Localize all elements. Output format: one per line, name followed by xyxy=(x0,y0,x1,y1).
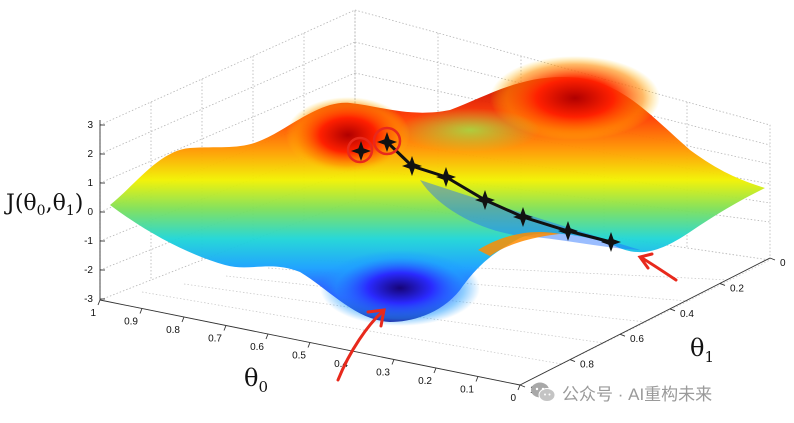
theta0-tick-label: 0.4 xyxy=(334,359,348,370)
descent-step-marker xyxy=(475,190,495,210)
theta0-tick-label: 1 xyxy=(90,308,96,319)
theta0-tick-label: 0.8 xyxy=(166,325,180,336)
descent-step-marker xyxy=(351,141,371,161)
z-tick-label: 1 xyxy=(87,178,93,189)
theta0-tick-mark xyxy=(139,308,143,314)
arrow-head-end xyxy=(637,252,654,270)
arrow-to-end xyxy=(640,256,678,282)
start-circle-2 xyxy=(372,126,402,156)
z-tick-label: -3 xyxy=(84,294,93,305)
green-plateau xyxy=(400,108,540,152)
theta1-tick-mark xyxy=(669,308,676,312)
theta1-tick-label: 0.8 xyxy=(580,360,594,371)
left-peak xyxy=(286,97,410,173)
theta0-tick-mark xyxy=(517,384,521,391)
annotation-arrows xyxy=(336,252,678,382)
descent-step-marker xyxy=(402,156,422,176)
theta0-axis-ticks: 1 0.9 0.8 0.7 0.6 0.5 0.4 0.3 0.2 0.1 0 xyxy=(90,299,521,404)
descent-steps xyxy=(351,132,621,252)
theta1-tick-mark xyxy=(569,359,576,363)
z-tick-label: 2 xyxy=(87,149,93,160)
cost-surface xyxy=(110,77,765,322)
z-axis-title: J(θ0,θ1) xyxy=(4,191,83,219)
theta0-tick-mark xyxy=(433,367,437,374)
z-tick-label: -2 xyxy=(84,265,93,276)
theta0-tick-label: 0.3 xyxy=(376,368,390,379)
descent-step-marker xyxy=(513,207,533,227)
theta0-tick-mark xyxy=(265,333,269,340)
theta1-tick-label: 0 xyxy=(780,258,786,269)
theta0-tick-mark xyxy=(391,359,395,365)
theta0-tick-label: 0 xyxy=(510,393,516,404)
theta0-tick-label: 0.5 xyxy=(292,351,306,362)
theta0-tick-label: 0.7 xyxy=(208,334,222,345)
theta1-axis-ticks: 00.20.40.60.81 xyxy=(519,257,786,396)
theta1-tick-mark xyxy=(619,333,626,337)
theta1-axis-title: θ1 xyxy=(690,334,714,366)
z-tick-label: 0 xyxy=(87,207,93,218)
theta1-tick-label: 0.2 xyxy=(730,283,744,294)
start-circle-1 xyxy=(346,136,374,164)
descent-step-marker xyxy=(436,167,456,187)
descent-step-marker xyxy=(601,232,621,252)
theta0-tick-label: 0.9 xyxy=(124,317,138,328)
theta1-tick-label: 0.4 xyxy=(680,309,694,320)
theta0-tick-mark xyxy=(307,342,311,348)
watermark-text: 公众号 · AI重构未来 xyxy=(562,384,713,404)
theta0-tick-label: 0.6 xyxy=(250,342,264,353)
theta0-tick-mark xyxy=(97,299,101,306)
wechat-icon xyxy=(531,382,556,402)
arrow-head-valley xyxy=(366,308,386,328)
theta0-tick-label: 0.1 xyxy=(460,385,474,396)
theta0-tick-mark xyxy=(223,325,227,331)
descent-step-marker xyxy=(377,132,397,152)
descent-step-marker xyxy=(558,221,578,241)
theta1-tick-label: 0.6 xyxy=(630,334,644,345)
watermark: 公众号 · AI重构未来 xyxy=(530,378,712,406)
z-tick-label: 3 xyxy=(87,120,93,131)
theta0-axis-title: θ0 xyxy=(244,364,268,396)
z-tick-label: -1 xyxy=(84,236,93,247)
theta0-tick-mark xyxy=(181,316,185,323)
theta1-tick-mark xyxy=(719,282,726,286)
arrow-to-valley xyxy=(336,310,384,382)
theta1-tick-mark xyxy=(519,384,526,388)
theta0-tick-label: 0.2 xyxy=(418,376,432,387)
right-peak xyxy=(490,56,660,140)
theta1-tick-mark xyxy=(769,257,776,261)
orange-ridge xyxy=(478,231,560,256)
valley-low xyxy=(320,250,480,326)
theta0-tick-mark xyxy=(475,376,479,382)
z-axis-ticks: 3 2 1 0 -1 -2 -3 xyxy=(84,120,105,305)
